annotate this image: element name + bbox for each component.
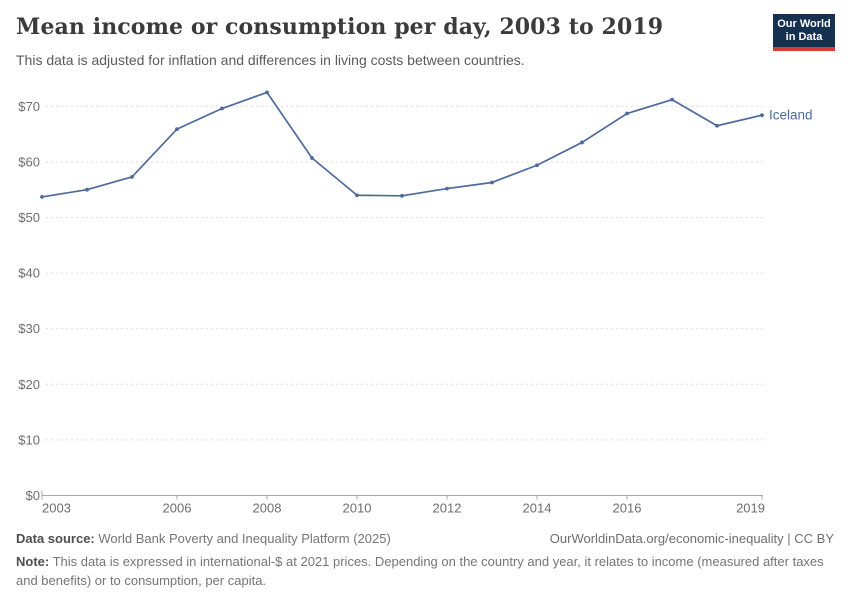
- x-axis-label-2016: 2016: [613, 501, 642, 516]
- data-point-iceland-2004: [85, 187, 89, 192]
- x-axis-label-2003: 2003: [42, 501, 71, 516]
- data-point-iceland-2006: [175, 127, 179, 131]
- data-point-iceland-2011: [400, 193, 404, 198]
- data-point-iceland-2010: [355, 193, 359, 198]
- y-axis-label-$60: $60: [18, 154, 40, 169]
- data-point-iceland-2016: [625, 111, 629, 116]
- owid-logo[interactable]: Our World in Data: [773, 14, 835, 51]
- chart-header: Mean income or consumption per day, 2003…: [16, 14, 760, 69]
- y-axis-label-$0: $0: [26, 488, 40, 503]
- owid-logo-line1: Our World: [777, 18, 831, 30]
- chart-subtitle: This data is adjusted for inflation and …: [16, 51, 525, 68]
- data-point-iceland-2003: [40, 195, 44, 199]
- footer-note: Note: This data is expressed in internat…: [16, 553, 830, 591]
- y-axis-label-$70: $70: [18, 99, 40, 114]
- note-label: Note:: [16, 554, 50, 569]
- y-axis-label-$30: $30: [18, 321, 40, 336]
- x-axis-label-2006: 2006: [163, 501, 192, 516]
- data-point-iceland-2007: [220, 106, 224, 111]
- data-source-label: Data source:: [16, 531, 95, 546]
- data-point-iceland-2018: [715, 123, 719, 128]
- x-axis-label-2012: 2012: [433, 501, 462, 516]
- x-axis-label-2010: 2010: [343, 501, 372, 516]
- y-axis-label-$40: $40: [18, 266, 40, 281]
- x-axis-label-2019: 2019: [736, 501, 765, 516]
- footer-source-row: Data source: World Bank Poverty and Ineq…: [16, 531, 834, 546]
- note-value: This data is expressed in international-…: [16, 554, 824, 588]
- x-axis-label-2008: 2008: [253, 501, 282, 516]
- y-axis-label-$10: $10: [18, 432, 40, 447]
- data-point-iceland-2015: [580, 140, 584, 145]
- data-point-iceland-2009: [310, 156, 314, 160]
- data-point-iceland-2008: [265, 90, 269, 95]
- y-axis-label-$20: $20: [18, 377, 40, 392]
- series-line-iceland: [41, 91, 763, 198]
- data-point-iceland-2019: [760, 113, 764, 118]
- owid-logo-line2: in Data: [785, 31, 823, 43]
- data-point-iceland-2013: [490, 180, 494, 185]
- data-point-iceland-2005: [130, 175, 134, 179]
- data-point-iceland-2012: [445, 186, 449, 191]
- y-axis-label-$50: $50: [18, 210, 40, 225]
- data-point-iceland-2014: [535, 163, 539, 168]
- owid-license-link[interactable]: OurWorldinData.org/economic-inequality |…: [549, 531, 834, 546]
- chart-footer: Data source: World Bank Poverty and Ineq…: [16, 531, 834, 591]
- series-label-iceland: Iceland: [769, 108, 813, 123]
- data-point-iceland-2017: [670, 97, 674, 102]
- data-source-text: Data source: World Bank Poverty and Ineq…: [16, 531, 391, 546]
- chart-title: Mean income or consumption per day, 2003…: [16, 14, 664, 40]
- data-source-value: World Bank Poverty and Inequality Platfo…: [98, 531, 391, 546]
- x-axis-label-2014: 2014: [523, 501, 552, 516]
